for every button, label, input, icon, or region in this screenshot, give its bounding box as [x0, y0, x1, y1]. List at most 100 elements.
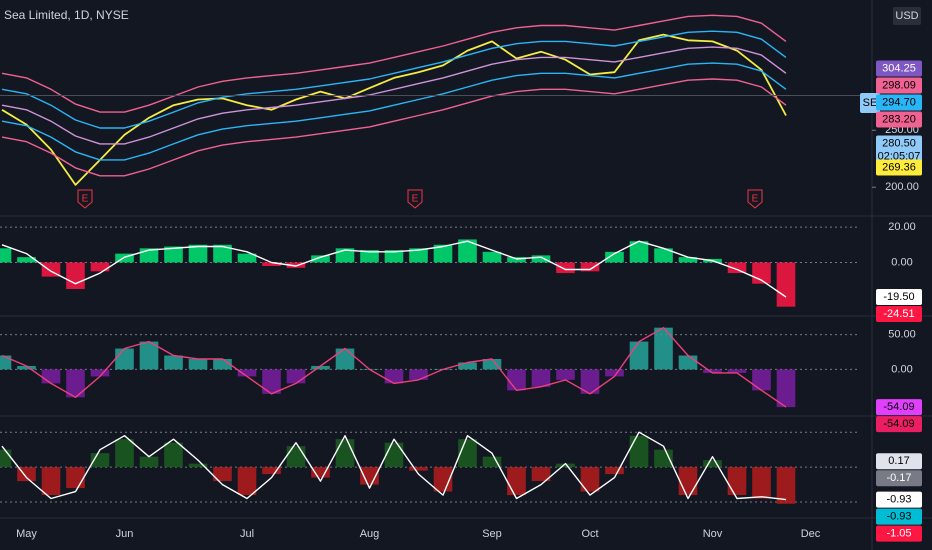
price-tag-label: -0.93 [886, 510, 911, 522]
price-tag-label: -0.93 [886, 493, 911, 505]
x-tick-label: Oct [581, 528, 598, 540]
histogram-bar [17, 365, 36, 370]
histogram-bar [531, 255, 551, 263]
histogram-bar [237, 467, 257, 496]
histogram-bar [580, 369, 600, 394]
price-tag-box [876, 60, 922, 77]
series-line [1, 62, 787, 161]
histogram-bar [703, 369, 722, 373]
histogram-bar [335, 439, 355, 468]
histogram-bar [41, 369, 61, 384]
histogram-bar [409, 467, 428, 471]
histogram-bar [213, 244, 232, 263]
histogram-bar [139, 341, 159, 370]
histogram-bar [0, 449, 12, 468]
price-tag-box [876, 305, 922, 322]
histogram-bar [507, 467, 526, 496]
histogram-bar [531, 369, 551, 387]
histogram-bar [433, 244, 453, 263]
histogram-bar [776, 369, 796, 408]
series-line [1, 431, 787, 501]
price-tag-box [876, 399, 922, 416]
price-tag: 269.36 [876, 159, 922, 176]
histogram-bar [654, 449, 673, 468]
histogram-bar [629, 341, 649, 370]
price-tag-label: 269.36 [882, 161, 916, 173]
price-tag: -19.50 [876, 288, 922, 305]
histogram-bar [678, 257, 698, 263]
price-tag: -24.51 [876, 305, 922, 322]
histogram-bar [384, 369, 404, 384]
histogram-bar [580, 467, 600, 492]
histogram-bar [727, 467, 747, 496]
price-tag-box [876, 159, 922, 176]
histogram-bar [727, 262, 747, 274]
histogram-bar [580, 262, 600, 272]
y-tick-label: 20.00 [888, 221, 916, 233]
price-tag: -54.09 [876, 399, 922, 416]
y-tick-label: 0.00 [891, 363, 912, 375]
price-tag-label: -1.05 [886, 527, 911, 539]
price-tag-box [876, 525, 922, 542]
histogram-bar [458, 239, 477, 263]
price-tag: 304.25 [876, 60, 922, 77]
histogram-bar [188, 463, 208, 468]
price-tag: -0.17 [876, 470, 922, 487]
earnings-label: E [752, 194, 759, 205]
chart-title: Sea Limited, 1D, NYSE [4, 8, 129, 22]
series-line [1, 30, 787, 129]
histogram-bar [286, 369, 306, 384]
price-tag-box [876, 77, 922, 94]
histogram-bar [384, 442, 404, 468]
histogram-bar [0, 355, 12, 370]
price-tag-box [876, 453, 922, 470]
histogram-bar [482, 456, 502, 468]
series-line [1, 33, 787, 186]
earnings-marker[interactable]: E [407, 189, 423, 209]
currency-box [893, 7, 921, 25]
price-tag-box [876, 508, 922, 525]
histogram-bar [66, 262, 85, 289]
price-tag-label: 283.20 [882, 113, 916, 125]
price-tag: 298.09 [876, 77, 922, 94]
histogram-bar [482, 251, 502, 263]
histogram-bar [66, 369, 85, 398]
histogram-bar [605, 369, 624, 377]
histogram-bar [531, 467, 551, 482]
histogram-bar [262, 262, 281, 266]
histogram-bar [115, 348, 134, 370]
histogram-bar [286, 262, 306, 268]
histogram-bar [237, 369, 257, 377]
histogram-bar [678, 355, 698, 370]
histogram-bar [213, 467, 232, 482]
price-tag-label: 294.70 [882, 96, 916, 108]
histogram-bar [311, 365, 330, 370]
x-tick-label: Jun [116, 528, 134, 540]
histogram-bar [654, 248, 673, 263]
price-tag: -54.09 [876, 416, 922, 433]
x-tick-label: Aug [360, 528, 380, 540]
histogram-bar [678, 467, 698, 496]
price-tag-box [876, 416, 922, 433]
y-tick-label: 50.00 [888, 329, 916, 341]
earnings-marker[interactable]: E [77, 189, 93, 209]
price-tag: -0.93 [876, 508, 922, 525]
histogram-bar [237, 253, 257, 263]
price-tag-label: 280.50 [882, 137, 916, 149]
symbol-box [860, 93, 880, 113]
histogram-bar [262, 467, 281, 475]
price-tag-label: -24.51 [883, 308, 914, 320]
price-tag: -0.93 [876, 491, 922, 508]
histogram-bar [605, 467, 624, 475]
x-tick-label: Jul [240, 528, 254, 540]
earnings-marker[interactable]: E [747, 189, 763, 209]
histogram-bar [115, 439, 134, 468]
histogram-bar [66, 467, 85, 489]
histogram-bar [188, 244, 208, 263]
histogram-bar [727, 369, 747, 373]
y-tick-label: 200.00 [885, 181, 919, 193]
histogram-bar [752, 467, 771, 499]
series-line [1, 46, 787, 145]
histogram-bar [311, 467, 330, 478]
